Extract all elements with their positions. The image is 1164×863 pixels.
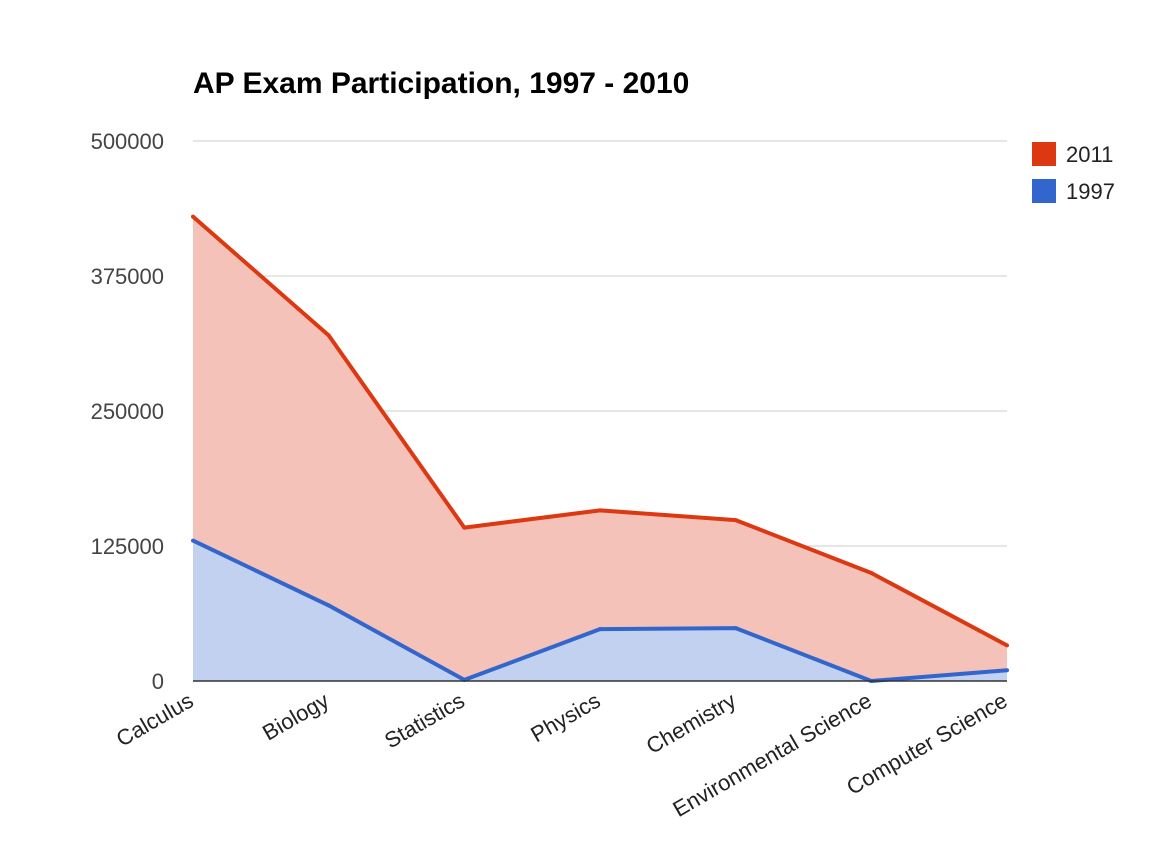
legend-label: 2011 (1066, 142, 1113, 167)
x-tick-label: Biology (258, 688, 333, 746)
y-tick-label: 125000 (91, 534, 164, 559)
x-tick-label: Statistics (380, 688, 469, 754)
x-tick-label: Calculus (112, 688, 198, 752)
legend-swatch (1032, 179, 1056, 203)
series-areas (193, 216, 1007, 681)
data-point (733, 626, 738, 631)
data-point (326, 333, 331, 338)
x-tick-label: Physics (526, 688, 604, 748)
data-point (462, 525, 467, 530)
y-tick-label: 250000 (91, 399, 164, 424)
data-point (733, 518, 738, 523)
data-point (598, 627, 602, 632)
legend-label: 1997 (1066, 179, 1115, 204)
series-area-2011 (193, 216, 1007, 681)
series-area-1997 (193, 540, 1007, 681)
x-tick-label: Chemistry (642, 688, 740, 759)
y-tick-label: 0 (152, 669, 164, 694)
data-point (191, 538, 195, 543)
legend-swatch (1032, 142, 1056, 166)
data-point (326, 603, 331, 608)
chart-title: AP Exam Participation, 1997 - 2010 (193, 67, 689, 100)
data-point (191, 214, 195, 219)
y-tick-label: 500000 (91, 129, 164, 154)
y-tick-label: 375000 (91, 264, 164, 289)
data-point (598, 508, 602, 513)
data-point (1005, 643, 1009, 648)
data-point (869, 571, 874, 575)
legend: 2011 1997 (1032, 142, 1115, 204)
data-point (1005, 668, 1009, 673)
